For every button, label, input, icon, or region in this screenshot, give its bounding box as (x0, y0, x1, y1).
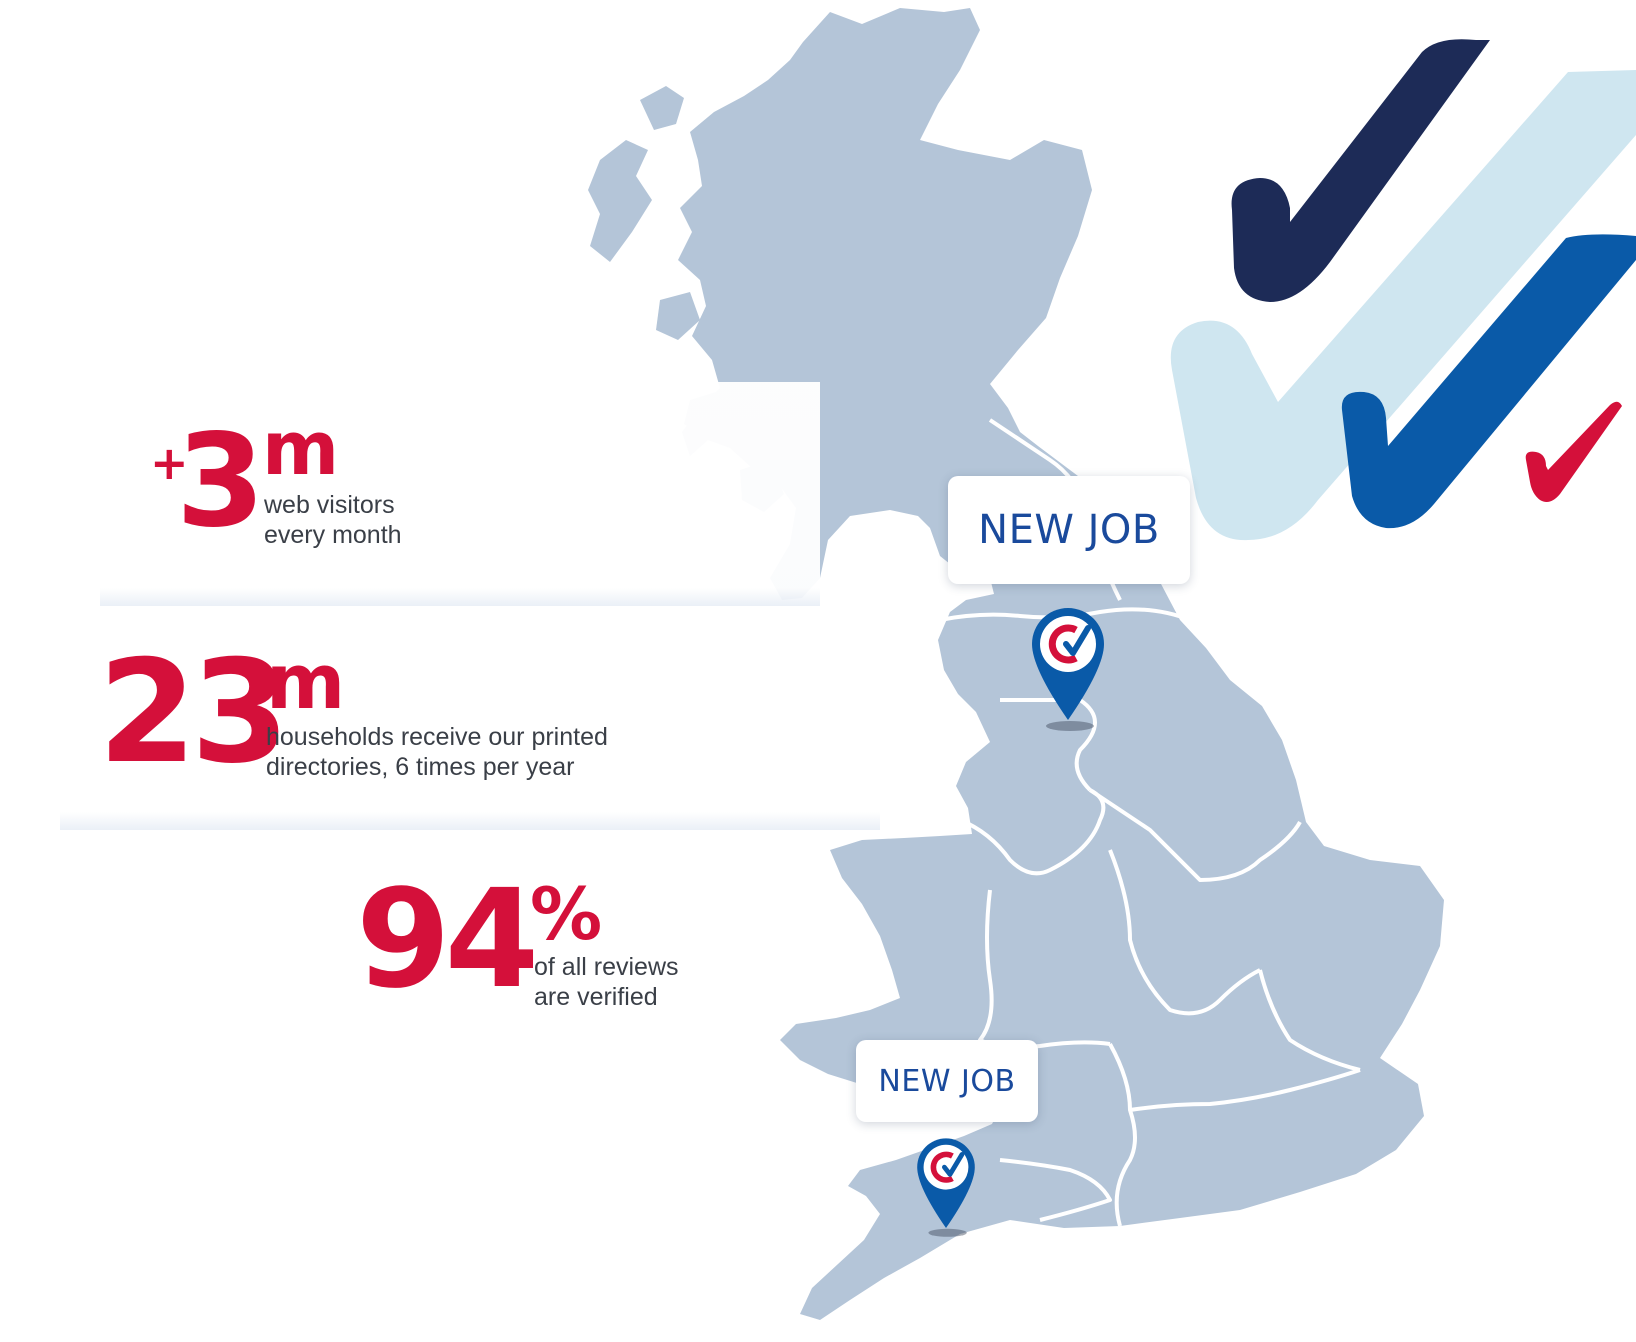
island-shape (656, 292, 700, 340)
stat-prefix: + (150, 436, 189, 490)
stat-number: 94 (356, 861, 539, 1019)
region-borders (939, 418, 1361, 1227)
checkatrade-pin-icon (1032, 608, 1104, 731)
new-job-card: NEW JOB (856, 1040, 1038, 1122)
stat-band-2 (60, 606, 880, 830)
red-tick-icon (1525, 401, 1622, 502)
light-blue-tick-icon (1170, 70, 1636, 541)
stat-number: 3 (176, 407, 265, 556)
stat-suffix: m (266, 637, 346, 726)
stat-description-line1: web visitors (264, 491, 395, 519)
island-shape (640, 86, 684, 130)
navy-tick-icon (1231, 39, 1490, 302)
new-job-label: NEW JOB (978, 507, 1160, 553)
stat-description-line1: of all reviews (534, 953, 679, 981)
stat-description-line1: households receive our printed (266, 723, 608, 751)
stat-description-line2: directories, 6 times per year (266, 753, 575, 781)
island-shape (700, 232, 740, 276)
checkatrade-pin-icon (917, 1138, 975, 1237)
stat-description-line2: every month (264, 521, 402, 549)
stat-suffix: m (262, 406, 340, 492)
new-job-card: NEW JOB (948, 476, 1190, 584)
new-job-label: NEW JOB (878, 1063, 1016, 1099)
stat-number: 23 (98, 630, 290, 795)
island-shape (588, 140, 652, 262)
blue-tick-icon (1341, 234, 1636, 529)
stat-suffix: % (530, 872, 603, 956)
stat-description-line2: are verified (534, 983, 658, 1011)
island-shape (900, 30, 940, 66)
stat-band-1 (100, 382, 820, 606)
